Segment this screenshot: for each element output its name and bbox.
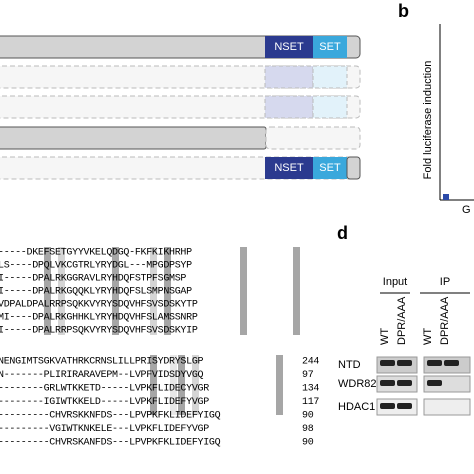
- group-label: Input: [383, 276, 407, 288]
- residue-number: 117: [302, 397, 319, 408]
- lane-label: DPR/AAA: [439, 296, 451, 345]
- set-box: [313, 36, 347, 58]
- band: [397, 403, 412, 409]
- faded-nset: [264, 95, 314, 119]
- sequence: VDPALDPALRRPSQKKVYRYSDQVHFSVSDSKYTP: [0, 300, 198, 311]
- group-label: IP: [440, 276, 450, 288]
- band: [380, 380, 395, 386]
- band: [397, 360, 412, 366]
- highlight: [170, 355, 177, 415]
- c-term: [346, 156, 361, 180]
- row-label: NTD: [338, 359, 361, 371]
- deleted-bar: [265, 126, 361, 150]
- highlight: [150, 355, 157, 415]
- nset-box: [265, 36, 313, 58]
- faded-nset: [264, 65, 314, 89]
- sequence: --------GRLWTKKETD-----LVPKFLIDECYVGR: [0, 384, 209, 395]
- highlight: [58, 247, 65, 335]
- highlight: [112, 247, 119, 335]
- faded-set: [312, 65, 348, 89]
- set-box: [313, 157, 347, 179]
- highlight: [293, 247, 300, 335]
- highlight: [240, 247, 247, 335]
- set-label: SET: [319, 41, 341, 53]
- highlight: [276, 355, 283, 415]
- row-label: HDAC1: [338, 401, 375, 413]
- band: [427, 360, 442, 366]
- sequence: ---------CHVRSKANFDS---LPVPKFKLIDEFYIGQ: [0, 438, 221, 449]
- sequence: I-----DPALRKGGRAVLRYHDQFSTPFSGMSP: [0, 274, 186, 285]
- highlight: [44, 247, 51, 335]
- sequence: --------IGIWTKKELD-----LVPKFLIDEFYVGP: [0, 397, 209, 408]
- nset-box: [265, 157, 313, 179]
- highlight: [150, 247, 157, 335]
- nset-label: NSET: [274, 162, 304, 174]
- highlight: [192, 355, 199, 415]
- highlight: [164, 247, 171, 335]
- faded-set: [312, 95, 348, 119]
- western-blot: Input IP WT DPR/AAA WT DPR/AAA NTD WDR82 HDAC1: [338, 276, 471, 416]
- sequence: -----DKEFSETGYYVKELQDGQ-FKFKIKHRHP: [0, 248, 192, 259]
- sequence: I-----DPALRKGQQKLYRYHDQFSLSMPNSGAP: [0, 287, 192, 298]
- band: [444, 360, 459, 366]
- band: [380, 403, 395, 409]
- residue-number: 244: [302, 357, 319, 368]
- band: [380, 360, 395, 366]
- residue-number: 134: [302, 384, 319, 395]
- highlight: [178, 355, 185, 415]
- x-label: G: [462, 204, 471, 216]
- sequence: LS----DPQLVKCGTRLYRYDGL---MPGDPSYP: [0, 261, 192, 272]
- sequence: NENGIMTSGKVATHRKCRNSLILLPRISYDRYSLGP: [0, 357, 204, 368]
- lane-label: WT: [422, 328, 434, 345]
- ntd-bar: [0, 126, 267, 150]
- sequence: N-------PLIRIRARAVEPM--LVPFVIDSDYVGQ: [0, 370, 204, 381]
- panel-label: b: [398, 1, 409, 21]
- residue-number: 98: [302, 424, 314, 435]
- panel-label: d: [337, 223, 348, 243]
- sequence: ---------CHVRSKKNFDS---LPVPKFKLIDEFYIGQ: [0, 411, 221, 422]
- sequence: ---------VGIWTKNKELE---LVPKFLIDEFYVGP: [0, 424, 209, 435]
- set-label: SET: [319, 162, 341, 174]
- sequence: MI----DPALRKGHHKLYRYHDQVHFSLAMSSNRP: [0, 313, 198, 324]
- alignment: -----DKEFSETGYYVKELQDGQ-FKFKIKHRHP LS----…: [0, 247, 320, 449]
- band: [427, 380, 442, 386]
- bar: [443, 194, 449, 200]
- y-axis-label: Fold luciferase induction: [422, 61, 434, 180]
- residue-number: 90: [302, 438, 314, 449]
- lane-label: DPR/AAA: [396, 296, 408, 345]
- row-label: WDR82: [338, 378, 377, 390]
- band: [397, 380, 412, 386]
- blot-strip: [423, 398, 471, 416]
- nset-label: NSET: [274, 41, 304, 53]
- residue-number: 97: [302, 370, 314, 381]
- residue-number: 90: [302, 411, 314, 422]
- lane-label: WT: [379, 328, 391, 345]
- sequence: I-----DPALRRPSQKVYRYSDQVHFSVSDSKYIP: [0, 326, 198, 337]
